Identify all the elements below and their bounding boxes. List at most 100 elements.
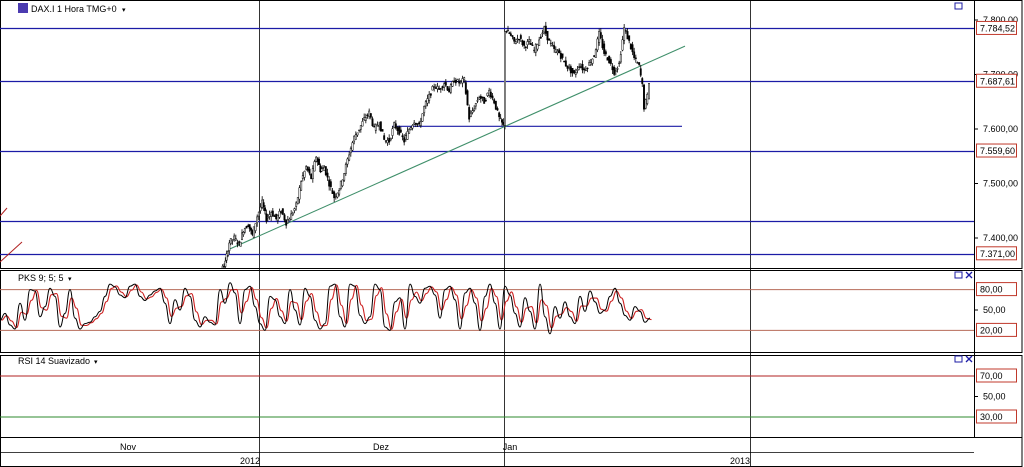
- value-flag-box: [976, 143, 1017, 158]
- candle-body: [324, 166, 327, 176]
- close-icon[interactable]: [965, 271, 973, 279]
- candle-body: [456, 79, 459, 82]
- value-flag-box: [976, 246, 1017, 261]
- x-month-label: Jan: [503, 442, 518, 452]
- candle-body: [310, 173, 313, 179]
- candle-body: [334, 196, 337, 198]
- maximize-icon[interactable]: [954, 2, 963, 10]
- candle-body: [509, 33, 512, 36]
- candle-body: [262, 202, 265, 208]
- stochastic-panel[interactable]: [0, 282, 974, 335]
- candle-body: [611, 66, 614, 71]
- candle-body: [554, 49, 557, 53]
- rsi-panel[interactable]: [0, 375, 974, 418]
- candle-body: [444, 82, 447, 86]
- candle-body: [549, 42, 552, 45]
- candle-body: [521, 40, 524, 45]
- price-panel-title: DAX.I 1 Hora TMG+0: [31, 4, 117, 14]
- price-candles: [221, 21, 650, 269]
- candle-body: [449, 84, 452, 93]
- candle-body: [476, 100, 479, 102]
- candle-body: [399, 129, 402, 133]
- candle-body: [346, 158, 349, 165]
- candle-body: [295, 202, 298, 207]
- candle-body: [443, 83, 446, 88]
- price-panel-controls[interactable]: [954, 2, 963, 10]
- candle-body: [261, 199, 264, 208]
- candle-body: [311, 168, 314, 179]
- candle-body: [254, 223, 257, 231]
- candle-body: [454, 80, 457, 84]
- candle-body: [536, 44, 539, 50]
- price-panel[interactable]: [0, 21, 974, 269]
- x-year-label: 2013: [730, 456, 750, 466]
- candle-body: [489, 91, 492, 98]
- stoch-panel-controls[interactable]: [954, 271, 973, 279]
- candle-body: [474, 103, 477, 107]
- candle-body: [505, 31, 508, 33]
- candle-body: [624, 30, 627, 32]
- candle-body: [374, 124, 377, 131]
- candle-body: [516, 38, 519, 40]
- dropdown-triangle-icon[interactable]: ▾: [94, 359, 98, 366]
- candle-body: [459, 80, 462, 82]
- price-panel-header[interactable]: DAX.I 1 Hora TMG+0 ▾: [18, 3, 126, 14]
- candle-body: [280, 211, 283, 213]
- restore-icon[interactable]: [954, 355, 963, 363]
- candle-body: [227, 251, 229, 256]
- candle-body: [616, 68, 619, 70]
- x-month-label: Dez: [373, 442, 390, 452]
- candle-body: [409, 127, 412, 131]
- candle-body: [511, 35, 514, 37]
- restore-icon[interactable]: [954, 271, 963, 279]
- candle-body: [541, 32, 544, 34]
- candle-body: [378, 124, 381, 127]
- candle-body: [558, 49, 561, 54]
- candle-body: [236, 242, 239, 245]
- candle-body: [313, 161, 316, 172]
- candle-body: [384, 140, 387, 142]
- value-flag-label: 20,00: [980, 325, 1003, 335]
- y-tick-label: 7.500,00: [983, 179, 1018, 189]
- value-flag-box: [976, 409, 1017, 424]
- candle-body: [629, 43, 632, 50]
- stoch-panel-header[interactable]: PKS 9; 5; 5 ▾: [18, 273, 72, 283]
- candle-body: [634, 57, 637, 59]
- dax-icon: [18, 3, 28, 13]
- candle-body: [609, 59, 612, 64]
- candle-body: [288, 218, 291, 221]
- dropdown-triangle-icon[interactable]: ▾: [122, 7, 126, 14]
- y-axis[interactable]: 7.800,007.700,007.600,007.500,007.400,00…: [974, 15, 1018, 402]
- candle-body: [285, 219, 288, 226]
- candle-body: [331, 190, 334, 194]
- candle-body: [493, 99, 496, 104]
- stoch-signal-line: [1, 284, 652, 330]
- drawn-segments[interactable]: [229, 45, 686, 250]
- candle-body: [488, 89, 491, 96]
- rsi-panel-header[interactable]: RSI 14 Suavizado ▾: [18, 356, 98, 366]
- stochastic-lines: [0, 282, 652, 335]
- candle-body: [594, 49, 597, 58]
- dropdown-triangle-icon[interactable]: ▾: [68, 276, 72, 283]
- horizontal-lines[interactable]: [0, 27, 974, 256]
- candle-body: [507, 29, 509, 32]
- value-flag-box: [976, 73, 1017, 88]
- value-flag-box: [976, 322, 1017, 337]
- candle-body: [579, 66, 582, 68]
- y-tick-label: 50,00: [983, 305, 1006, 315]
- candle-body: [528, 39, 531, 42]
- candle-body: [247, 225, 250, 227]
- candle-body: [348, 154, 351, 161]
- candle-body: [524, 46, 527, 49]
- candle-body: [466, 90, 469, 106]
- close-icon[interactable]: [965, 355, 973, 363]
- candle-body: [601, 38, 604, 49]
- value-flag-label: 30,00: [980, 412, 1003, 422]
- rsi-panel-controls[interactable]: [954, 355, 973, 363]
- candle-body: [315, 156, 318, 162]
- x-axis[interactable]: Nov Dez Jan 2012 2013: [0, 442, 974, 466]
- candle-body: [259, 206, 262, 212]
- candle-body: [589, 62, 592, 66]
- candle-body: [436, 86, 439, 90]
- candle-body: [491, 95, 494, 99]
